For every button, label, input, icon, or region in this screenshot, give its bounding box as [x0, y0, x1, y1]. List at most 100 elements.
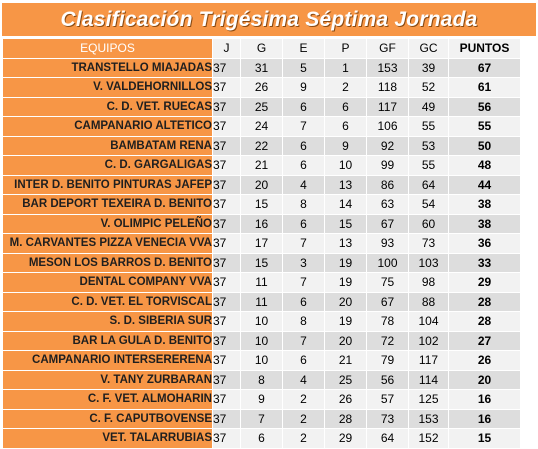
- drawn-cell: 6: [282, 291, 325, 312]
- drawn-cell: 9: [282, 77, 325, 98]
- table-row: DENTAL COMPANY VVA 37 11 7 19 75 98 29: [2, 272, 521, 293]
- drawn-cell: 6: [282, 155, 325, 176]
- drawn-cell: 8: [282, 311, 325, 332]
- table-row: V. VALDEHORNILLOS 37 26 9 2 118 52 61: [2, 77, 521, 98]
- goals-against-cell: 102: [408, 330, 449, 351]
- header-points: PUNTOS: [448, 38, 521, 59]
- lost-cell: 6: [324, 96, 367, 117]
- goals-for-cell: 153: [366, 57, 409, 78]
- team-name: INTER D. BENITO PINTURAS JAFEP: [2, 174, 213, 195]
- team-name: MESON LOS BARROS D. BENITO: [2, 252, 213, 273]
- won-cell: 11: [240, 291, 283, 312]
- won-cell: 15: [240, 194, 283, 215]
- goals-against-cell: 54: [408, 194, 449, 215]
- drawn-cell: 6: [282, 96, 325, 117]
- team-name: TRANSTELLO MIAJADAS: [2, 57, 213, 78]
- table-row: BAMBATAM RENA 37 22 6 9 92 53 50: [2, 135, 521, 156]
- played-cell: 37: [212, 252, 241, 273]
- won-cell: 11: [240, 272, 283, 293]
- played-cell: 37: [212, 311, 241, 332]
- team-name: CAMPANARIO ALTETICO: [2, 116, 213, 137]
- table-row: MESON LOS BARROS D. BENITO 37 15 3 19 100 103 3…: [2, 252, 521, 273]
- team-name: V. OLIMPIC PELEÑO: [2, 213, 213, 234]
- points-cell: 67: [448, 57, 521, 78]
- won-cell: 15: [240, 252, 283, 273]
- points-cell: 36: [448, 233, 521, 254]
- played-cell: 37: [212, 116, 241, 137]
- goals-for-cell: 86: [366, 174, 409, 195]
- team-name: CAMPANARIO INTERSERERENA: [2, 350, 213, 371]
- team-name: V. VALDEHORNILLOS: [2, 77, 213, 98]
- played-cell: 37: [212, 213, 241, 234]
- won-cell: 22: [240, 135, 283, 156]
- drawn-cell: 2: [282, 428, 325, 449]
- team-name: C. F. VET. ALMOHARIN: [2, 389, 213, 410]
- goals-for-cell: 56: [366, 369, 409, 390]
- goals-for-cell: 100: [366, 252, 409, 273]
- drawn-cell: 6: [282, 350, 325, 371]
- team-name: V. TANY ZURBARAN: [2, 369, 213, 390]
- won-cell: 21: [240, 155, 283, 176]
- drawn-cell: 8: [282, 194, 325, 215]
- goals-against-cell: 117: [408, 350, 449, 371]
- header-played: J: [212, 38, 241, 59]
- won-cell: 7: [240, 408, 283, 429]
- header-drawn: E: [282, 38, 325, 59]
- table-row: C. D. GARGALIGAS 37 21 6 10 99 55 48: [2, 155, 521, 176]
- goals-for-cell: 118: [366, 77, 409, 98]
- team-name: DENTAL COMPANY VVA: [2, 272, 213, 293]
- played-cell: 37: [212, 369, 241, 390]
- drawn-cell: 7: [282, 116, 325, 137]
- goals-against-cell: 55: [408, 116, 449, 137]
- goals-for-cell: 93: [366, 233, 409, 254]
- played-cell: 37: [212, 291, 241, 312]
- team-name: C. F. CAPUTBOVENSE: [2, 408, 213, 429]
- points-cell: 16: [448, 389, 521, 410]
- lost-cell: 14: [324, 194, 367, 215]
- won-cell: 16: [240, 213, 283, 234]
- standings-sheet: Clasificación Trigésima Séptima Jornada …: [2, 3, 536, 449]
- points-cell: 33: [448, 252, 521, 273]
- goals-against-cell: 152: [408, 428, 449, 449]
- played-cell: 37: [212, 135, 241, 156]
- team-name: BAMBATAM RENA: [2, 135, 213, 156]
- standings-table: EQUIPOS J G E P GF GC PUNTOS TRANSTELLO …: [2, 38, 521, 449]
- standings-body: TRANSTELLO MIAJADAS 37 31 5 1 153 39 67 V. VALDE…: [2, 57, 521, 449]
- won-cell: 10: [240, 350, 283, 371]
- points-cell: 48: [448, 155, 521, 176]
- drawn-cell: 7: [282, 233, 325, 254]
- drawn-cell: 6: [282, 213, 325, 234]
- won-cell: 10: [240, 311, 283, 332]
- table-row: S. D. SIBERIA SUR 37 10 8 19 78 104 28: [2, 311, 521, 332]
- lost-cell: 10: [324, 155, 367, 176]
- goals-for-cell: 99: [366, 155, 409, 176]
- lost-cell: 29: [324, 428, 367, 449]
- won-cell: 17: [240, 233, 283, 254]
- lost-cell: 9: [324, 135, 367, 156]
- goals-against-cell: 114: [408, 369, 449, 390]
- table-row: C. D. VET. RUECAS 37 25 6 6 117 49 56: [2, 96, 521, 117]
- team-name: BAR DEPORT TEXEIRA D. BENITO: [2, 194, 213, 215]
- points-cell: 16: [448, 408, 521, 429]
- played-cell: 37: [212, 194, 241, 215]
- played-cell: 37: [212, 77, 241, 98]
- won-cell: 31: [240, 57, 283, 78]
- lost-cell: 26: [324, 389, 367, 410]
- goals-for-cell: 57: [366, 389, 409, 410]
- table-row: C. F. VET. ALMOHARIN 37 9 2 26 57 125 16: [2, 389, 521, 410]
- goals-against-cell: 88: [408, 291, 449, 312]
- drawn-cell: 7: [282, 330, 325, 351]
- table-row: INTER D. BENITO PINTURAS JAFEP 37 20 4 13 86 6…: [2, 174, 521, 195]
- team-name: S. D. SIBERIA SUR: [2, 311, 213, 332]
- points-cell: 29: [448, 272, 521, 293]
- played-cell: 37: [212, 174, 241, 195]
- lost-cell: 19: [324, 311, 367, 332]
- table-row: V. OLIMPIC PELEÑO 37 16 6 15 67 60 38: [2, 213, 521, 234]
- played-cell: 37: [212, 330, 241, 351]
- lost-cell: 1: [324, 57, 367, 78]
- page-title: Clasificación Trigésima Séptima Jornada: [2, 3, 536, 36]
- won-cell: 8: [240, 369, 283, 390]
- played-cell: 37: [212, 389, 241, 410]
- goals-against-cell: 73: [408, 233, 449, 254]
- drawn-cell: 2: [282, 408, 325, 429]
